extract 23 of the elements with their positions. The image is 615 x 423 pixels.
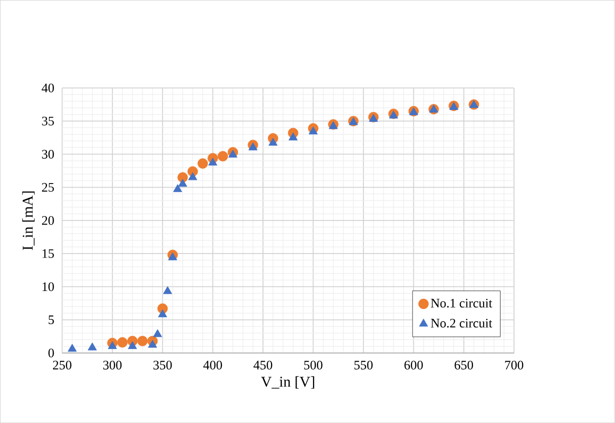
x-tick-label: 500 — [304, 360, 322, 370]
x-tick-label: 450 — [254, 360, 272, 370]
x-tick-label: 700 — [505, 360, 524, 370]
y-tick-label: 30 — [42, 150, 54, 159]
legend-label: No.1 circuit — [430, 298, 492, 308]
x-tick-label: 650 — [454, 360, 474, 370]
y-tick-label: 0 — [48, 348, 54, 358]
x-tick-label: 350 — [154, 360, 172, 370]
x-axis-title: V_in [V] — [261, 376, 314, 389]
y-tick-label: 20 — [42, 216, 54, 225]
y-axis-title: I_in [mA] — [22, 191, 35, 250]
x-tick-label: 550 — [354, 360, 373, 370]
y-tick-label: 25 — [42, 182, 54, 192]
x-tick-label: 250 — [53, 360, 72, 370]
y-tick-label: 35 — [42, 116, 54, 126]
y-tick-label: 10 — [42, 282, 54, 292]
y-tick-label: 5 — [48, 315, 54, 324]
x-tick-label: 300 — [103, 360, 122, 370]
legend-label: No.2 circuit — [430, 318, 492, 328]
y-tick-label: 15 — [42, 249, 54, 258]
x-tick-label: 400 — [203, 360, 222, 370]
y-tick-label: 40 — [42, 84, 54, 92]
x-tick-label: 600 — [404, 360, 423, 370]
